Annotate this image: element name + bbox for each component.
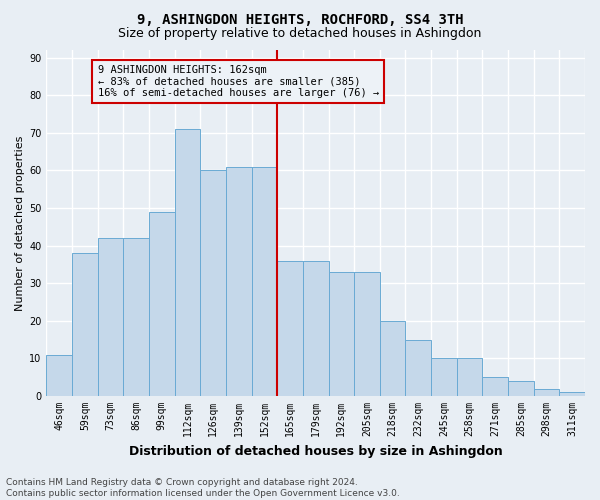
Bar <box>200 170 226 396</box>
Bar <box>380 321 406 396</box>
Bar <box>175 129 200 396</box>
Bar <box>72 253 98 396</box>
Text: 9, ASHINGDON HEIGHTS, ROCHFORD, SS4 3TH: 9, ASHINGDON HEIGHTS, ROCHFORD, SS4 3TH <box>137 12 463 26</box>
Bar <box>303 260 329 396</box>
Bar <box>149 212 175 396</box>
Bar <box>406 340 431 396</box>
Bar <box>124 238 149 396</box>
Bar <box>329 272 354 396</box>
Bar <box>508 381 534 396</box>
Bar <box>277 260 303 396</box>
Bar <box>482 377 508 396</box>
Y-axis label: Number of detached properties: Number of detached properties <box>15 136 25 310</box>
Bar <box>98 238 124 396</box>
Bar <box>431 358 457 396</box>
Bar <box>226 166 251 396</box>
Bar <box>457 358 482 396</box>
Bar <box>251 166 277 396</box>
Bar <box>46 354 72 396</box>
Bar <box>534 388 559 396</box>
Text: Contains HM Land Registry data © Crown copyright and database right 2024.
Contai: Contains HM Land Registry data © Crown c… <box>6 478 400 498</box>
Text: Size of property relative to detached houses in Ashingdon: Size of property relative to detached ho… <box>118 28 482 40</box>
Text: 9 ASHINGDON HEIGHTS: 162sqm
← 83% of detached houses are smaller (385)
16% of se: 9 ASHINGDON HEIGHTS: 162sqm ← 83% of det… <box>98 65 379 98</box>
X-axis label: Distribution of detached houses by size in Ashingdon: Distribution of detached houses by size … <box>129 444 503 458</box>
Bar <box>354 272 380 396</box>
Bar <box>559 392 585 396</box>
